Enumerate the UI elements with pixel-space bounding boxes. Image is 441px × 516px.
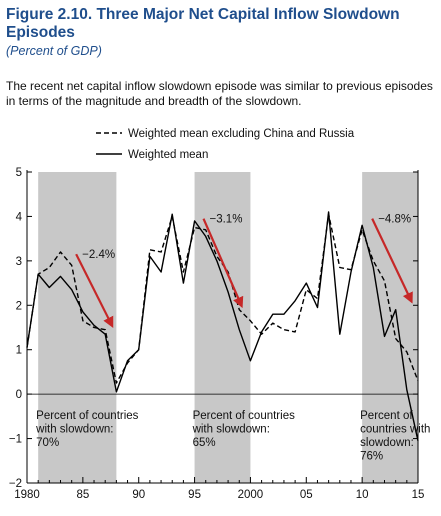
shaded-period-1 [38,172,117,483]
change-arrow-2 [202,218,244,309]
x-tick-label-2000: 2000 [238,489,264,501]
change-label-2: −3.1% [210,214,243,226]
x-tick-label-1985: 85 [76,489,89,501]
legend-label-1: Weighted mean excluding China and Russia [128,128,355,140]
change-label-1: −2.4% [82,249,115,261]
y-tick-label--2: −2 [9,478,22,490]
x-tick-label-2010: 10 [356,489,369,501]
period-2-label-line-3: 65% [193,437,216,449]
change-label-3: −4.8% [378,214,411,226]
x-tick-label-1990: 90 [132,489,145,501]
y-tick-label-1: 1 [16,345,22,357]
figure-description: The recent net capital inflow slowdown e… [6,79,433,108]
legend-label-2: Weighted mean [128,149,208,161]
series-line-weighted-mean [26,211,419,441]
period-2-label-line-2: with slowdown: [192,424,270,436]
period-1-label-line-2: with slowdown: [35,424,113,436]
period-3-label-line-1: Percent of [360,410,413,422]
y-tick-label-2: 2 [16,300,22,312]
x-tick-label-2015: 15 [412,489,425,501]
period-2-label-line-1: Percent of countries [193,410,296,422]
y-tick-label-4: 4 [16,211,23,223]
shaded-period-3 [362,172,418,483]
period-1-label-line-1: Percent of countries [36,410,139,422]
period-3-label-line-4: 76% [360,451,383,463]
period-1-label-line-3: 70% [36,437,59,449]
x-tick-label-2005: 05 [300,489,313,501]
period-3-label-line-3: slowdown: [360,437,414,449]
x-tick-label-1980: 1980 [14,489,40,501]
change-arrow-3 [371,218,413,304]
figure-subtitle: (Percent of GDP) [6,44,102,58]
y-tick-label-5: 5 [16,167,22,179]
shaded-period-2 [194,172,251,483]
period-3-label-line-2: countries with [360,424,430,436]
figure-title: Figure 2.10. Three Major Net Capital Inf… [6,6,400,41]
y-tick-label--1: −1 [9,434,22,446]
y-tick-label-0: 0 [16,389,22,401]
change-arrow-1 [75,253,114,328]
y-tick-label-3: 3 [16,256,22,268]
x-tick-label-1995: 95 [188,489,201,501]
